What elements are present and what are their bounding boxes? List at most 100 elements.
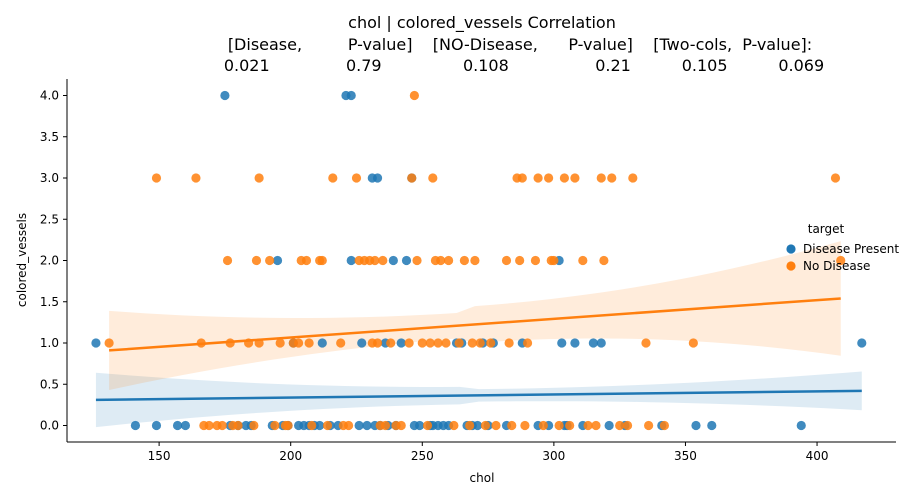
no-disease-point-31: [328, 173, 338, 183]
no-disease-point-98: [641, 338, 651, 348]
disease-point-65: [588, 338, 598, 348]
disease-point-0: [91, 338, 101, 348]
disease-point-51: [472, 420, 483, 431]
no-disease-point-67: [475, 338, 485, 348]
disease-point-5: [220, 90, 230, 101]
no-disease-point-80: [533, 173, 543, 183]
no-disease-point-70: [491, 420, 501, 431]
disease-point-72: [796, 420, 806, 431]
no-disease-point-27: [307, 420, 317, 431]
y-tick-label-1: 0.5: [40, 377, 59, 391]
no-disease-point-32: [336, 338, 346, 348]
axes: 150 200 250 300 350 400 0.0 0.5 1.0 1.5 2.0 2.5 3.0 3…: [40, 79, 896, 463]
no-disease-point-14: [251, 255, 262, 266]
legend-label-no-disease: No Disease: [803, 259, 870, 273]
disease-point-25: [346, 255, 356, 266]
disease-point-19: [315, 420, 325, 431]
regression-line-1: [109, 297, 841, 352]
no-disease-point-61: [449, 420, 459, 431]
no-disease-point-64: [465, 420, 475, 431]
y-tick-label-0: 0.0: [40, 419, 59, 433]
no-disease-point-19: [275, 338, 285, 348]
no-disease-point-93: [599, 255, 609, 266]
title-line-2: [Disease, P-value] [NO-Disease, P-value]…: [228, 35, 812, 54]
no-disease-point-84: [549, 255, 559, 266]
no-disease-point-96: [622, 420, 633, 431]
disease-point-37: [396, 338, 406, 348]
legend-title: target: [808, 222, 845, 236]
no-disease-point-101: [688, 338, 698, 348]
no-disease-point-7: [217, 420, 227, 431]
disease-point-4: [180, 420, 191, 431]
no-disease-point-18: [270, 420, 280, 431]
no-disease-point-76: [517, 173, 527, 183]
no-disease-point-103: [836, 255, 846, 266]
no-disease-point-87: [565, 420, 575, 431]
chart-title: chol | colored_vessels Correlation [Dise…: [224, 13, 824, 75]
disease-point-26: [354, 420, 364, 431]
no-disease-point-44: [380, 420, 391, 431]
x-tick-label-2: 250: [411, 449, 434, 463]
no-disease-point-79: [530, 255, 541, 266]
no-disease-point-72: [504, 338, 514, 348]
disease-point-73: [857, 338, 867, 348]
no-disease-point-30: [322, 420, 333, 431]
x-tick-label-0: 150: [148, 449, 171, 463]
no-disease-point-77: [520, 420, 530, 431]
no-disease-point-0: [104, 338, 114, 348]
disease-point-28: [362, 420, 372, 431]
y-axis-label: colored_vessels: [15, 213, 29, 307]
confidence-band-1: [109, 241, 841, 391]
disease-point-1: [130, 420, 141, 431]
no-disease-point-43: [378, 255, 388, 266]
no-disease-point-45: [386, 338, 396, 348]
y-tick-label-5: 2.5: [40, 212, 59, 226]
no-disease-point-85: [554, 420, 564, 431]
disease-point-11: [272, 255, 283, 266]
legend-label-disease: Disease Present: [803, 242, 899, 256]
no-disease-point-62: [454, 338, 464, 348]
disease-point-63: [570, 338, 580, 348]
no-disease-point-65: [467, 338, 477, 348]
no-disease-point-88: [570, 173, 580, 183]
no-disease-point-15: [254, 173, 264, 183]
no-disease-point-23: [293, 338, 304, 348]
no-disease-point-17: [265, 255, 275, 266]
no-disease-point-102: [830, 173, 841, 183]
x-axis-label: chol: [470, 471, 495, 485]
no-disease-point-71: [501, 255, 512, 266]
no-disease-point-82: [544, 173, 554, 183]
no-disease-point-50: [409, 90, 419, 101]
no-disease-point-25: [301, 255, 312, 266]
no-disease-point-41: [372, 338, 383, 348]
no-disease-point-47: [396, 420, 406, 431]
no-disease-point-21: [283, 420, 293, 431]
confidence-band-0: [95, 371, 862, 428]
no-disease-point-97: [628, 173, 638, 183]
y-tick-label-3: 1.5: [40, 295, 59, 309]
disease-point-27: [357, 338, 367, 348]
no-disease-point-58: [436, 255, 446, 266]
disease-point-35: [388, 255, 398, 266]
no-disease-point-68: [480, 420, 491, 431]
disease-point-38: [401, 255, 412, 266]
no-disease-point-48: [404, 338, 414, 348]
no-disease-point-90: [583, 420, 593, 431]
y-tick-label-8: 4.0: [40, 89, 59, 103]
no-disease-point-99: [644, 420, 654, 431]
disease-point-20: [317, 338, 327, 348]
no-disease-point-75: [515, 255, 525, 266]
no-disease-point-5: [204, 420, 214, 431]
no-disease-point-34: [343, 420, 354, 431]
no-disease-point-53: [422, 420, 433, 431]
x-tick-label-4: 350: [674, 449, 697, 463]
disease-point-60: [557, 338, 567, 348]
no-disease-point-11: [233, 420, 243, 431]
no-disease-point-35: [351, 173, 362, 183]
y-tick-label-2: 1.0: [40, 336, 59, 350]
disease-point-66: [596, 338, 606, 348]
disease-point-67: [604, 420, 614, 431]
y-tick-label-7: 3.5: [40, 130, 59, 144]
